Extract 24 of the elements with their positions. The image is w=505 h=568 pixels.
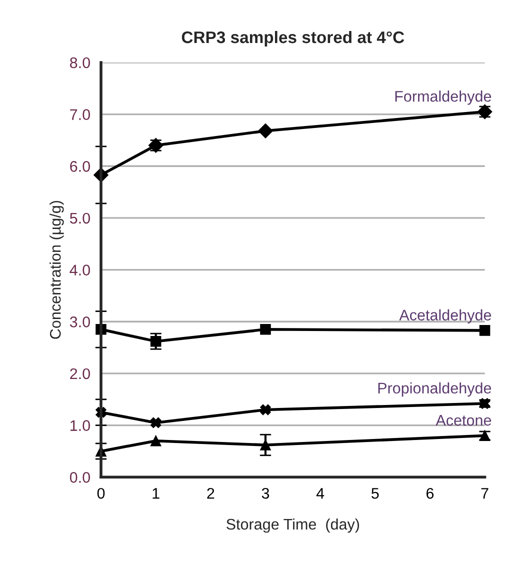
y-axis-title: Concentration (µg/g) <box>50 200 64 339</box>
y-tick-label: 2.0 <box>70 368 90 380</box>
series-label: Formaldehyde <box>395 90 492 105</box>
series-label: Acetone <box>436 415 492 426</box>
x-tick-label: 5 <box>372 488 379 499</box>
y-tick-label: 8.0 <box>70 57 90 68</box>
x-axis-title: Storage Time (day) <box>226 518 360 533</box>
x-tick-label: 1 <box>152 488 160 499</box>
y-tick-label: 3.0 <box>70 316 90 328</box>
chart-title: CRP3 samples stored at 4°C <box>182 30 404 46</box>
y-tick-label: 7.0 <box>70 109 90 120</box>
y-tick-label: 0.0 <box>70 472 90 483</box>
y-tick-label: 1.0 <box>70 420 90 431</box>
y-tick-label: 4.0 <box>70 264 90 276</box>
y-tick-label: 5.0 <box>70 212 90 224</box>
series-label: Acetaldehyde <box>399 309 492 324</box>
x-tick-label: 6 <box>426 488 434 499</box>
x-tick-label: 2 <box>207 488 214 499</box>
x-tick-label: 4 <box>316 488 324 499</box>
x-tick-label: 7 <box>481 488 488 499</box>
y-tick-label: 6.0 <box>70 161 90 172</box>
x-tick-label: 0 <box>97 488 105 499</box>
x-tick-label: 3 <box>262 488 270 499</box>
series-label: Propionaldehyde <box>378 382 492 397</box>
